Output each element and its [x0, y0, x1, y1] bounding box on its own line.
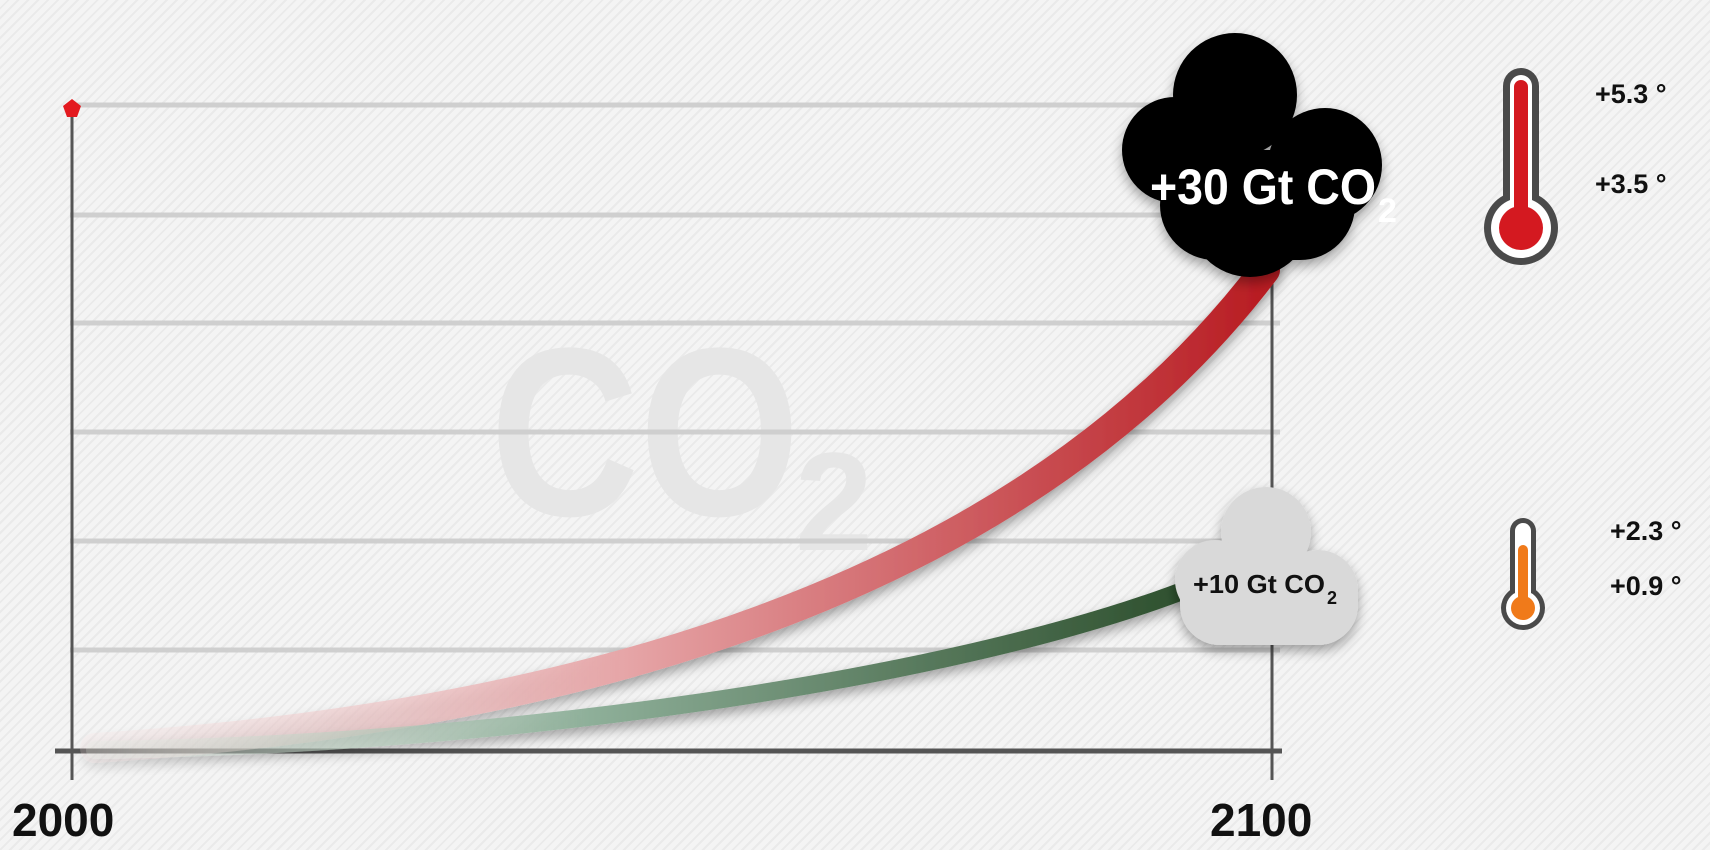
- cloud-label-high-subscript: 2: [1378, 192, 1397, 230]
- x-tick-label-start: 2000: [12, 794, 114, 846]
- co2-watermark: CO 2: [490, 298, 873, 580]
- watermark-subscript: 2: [795, 423, 873, 580]
- series-line-high: [80, 255, 1280, 763]
- cloud-icon: [1175, 487, 1358, 645]
- cloud-label-low-main: +10 Gt CO: [1193, 569, 1325, 599]
- temp-low-lower: +0.9 °: [1610, 571, 1682, 601]
- thermometer-icon: [1484, 68, 1558, 265]
- thermometer-icon: [1501, 518, 1545, 630]
- temp-high-upper: +5.3 °: [1595, 79, 1667, 109]
- cloud-label-high: +30 Gt CO 2: [1150, 159, 1397, 230]
- temp-high-lower: +3.5 °: [1595, 169, 1667, 199]
- series-line-low: [86, 581, 1194, 759]
- cloud-label-high-main: +30 Gt CO: [1150, 159, 1376, 215]
- pentagon-marker-icon: [63, 99, 81, 117]
- cloud-label-low: +10 Gt CO 2: [1193, 569, 1337, 608]
- x-tick-label-end: 2100: [1210, 794, 1312, 846]
- temp-low-upper: +2.3 °: [1610, 516, 1682, 546]
- cloud-label-low-subscript: 2: [1327, 588, 1337, 608]
- cloud-icon: [1122, 33, 1382, 277]
